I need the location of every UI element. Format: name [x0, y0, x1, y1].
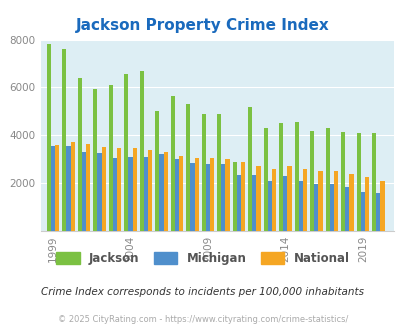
Bar: [360, 191, 364, 231]
Bar: [179, 156, 183, 231]
Bar: [201, 114, 205, 231]
Bar: [236, 175, 241, 231]
Bar: [62, 49, 66, 231]
Bar: [287, 166, 291, 231]
Bar: [70, 143, 75, 231]
Bar: [51, 146, 55, 231]
Bar: [263, 128, 267, 231]
Bar: [128, 157, 132, 231]
Bar: [101, 147, 105, 231]
Text: Jackson Property Crime Index: Jackson Property Crime Index: [76, 18, 329, 33]
Bar: [379, 181, 384, 231]
Bar: [113, 158, 117, 231]
Bar: [325, 128, 329, 231]
Bar: [97, 153, 101, 231]
Bar: [356, 133, 360, 231]
Bar: [298, 181, 302, 231]
Bar: [375, 193, 379, 231]
Bar: [318, 171, 322, 231]
Bar: [205, 164, 209, 231]
Bar: [77, 78, 82, 231]
Text: Crime Index corresponds to incidents per 100,000 inhabitants: Crime Index corresponds to incidents per…: [41, 287, 364, 297]
Legend: Jackson, Michigan, National: Jackson, Michigan, National: [56, 252, 349, 265]
Bar: [93, 89, 97, 231]
Bar: [302, 169, 307, 231]
Bar: [55, 145, 59, 231]
Bar: [159, 154, 163, 231]
Bar: [278, 123, 283, 231]
Bar: [82, 152, 86, 231]
Bar: [313, 184, 318, 231]
Bar: [333, 171, 337, 231]
Bar: [256, 166, 260, 231]
Bar: [47, 44, 51, 231]
Bar: [340, 132, 344, 231]
Bar: [217, 114, 221, 231]
Bar: [117, 148, 121, 231]
Bar: [364, 177, 368, 231]
Bar: [252, 175, 256, 231]
Bar: [66, 146, 70, 231]
Bar: [124, 74, 128, 231]
Bar: [241, 162, 245, 231]
Bar: [170, 96, 175, 231]
Bar: [175, 159, 179, 231]
Bar: [309, 130, 313, 231]
Bar: [232, 162, 236, 231]
Bar: [190, 163, 194, 231]
Bar: [283, 176, 287, 231]
Bar: [132, 148, 136, 231]
Bar: [267, 181, 271, 231]
Bar: [225, 159, 229, 231]
Bar: [329, 184, 333, 231]
Bar: [86, 144, 90, 231]
Bar: [209, 158, 214, 231]
Bar: [294, 122, 298, 231]
Bar: [143, 157, 148, 231]
Bar: [139, 71, 143, 231]
Bar: [155, 112, 159, 231]
Bar: [185, 104, 190, 231]
Bar: [194, 158, 198, 231]
Bar: [163, 152, 167, 231]
Bar: [344, 187, 349, 231]
Bar: [148, 150, 152, 231]
Bar: [109, 85, 113, 231]
Bar: [247, 107, 252, 231]
Text: © 2025 CityRating.com - https://www.cityrating.com/crime-statistics/: © 2025 CityRating.com - https://www.city…: [58, 315, 347, 324]
Bar: [221, 164, 225, 231]
Bar: [349, 174, 353, 231]
Bar: [271, 169, 275, 231]
Bar: [371, 133, 375, 231]
